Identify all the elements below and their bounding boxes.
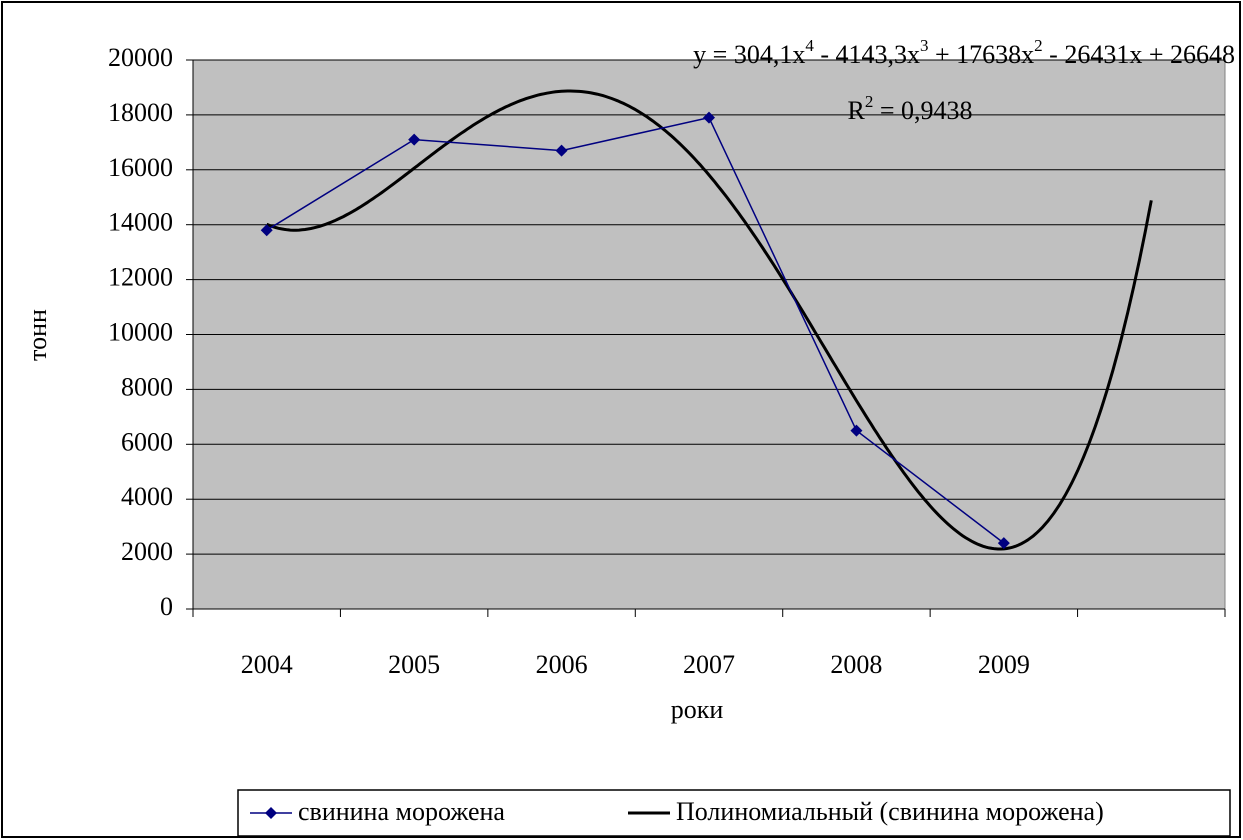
trend-equation-part: - 26431x + 26648 [1043,40,1235,69]
legend-label: свинина морожена [298,797,505,826]
data-point [703,111,715,124]
r-squared-sup: 2 [865,92,874,111]
legend-label: Полиномиальный (свинина морожена) [676,797,1104,826]
data-point [408,133,421,146]
data-point [555,144,568,157]
trend-equation-sup: 2 [1034,36,1043,55]
trend-equation: y = 304,1x4 - 4143,3x3 + 17638x2 - 26431… [693,36,1235,69]
x-axis-label: роки [671,695,724,724]
y-tick-label: 14000 [108,208,173,237]
y-axis-label: тонн [23,309,52,361]
r-squared: R2 = 0,9438 [847,92,972,125]
y-tick-label: 12000 [108,263,173,292]
data-point [260,224,273,237]
legend-box [237,789,1231,837]
r-squared-part: R [847,96,865,125]
y-tick-label: 20000 [108,43,173,72]
y-tick-label: 18000 [108,98,173,127]
x-tick-label: 2005 [388,650,440,679]
x-tick-label: 2006 [536,650,588,679]
trend-equation-sup: 3 [920,36,929,55]
y-tick-label: 8000 [121,372,173,401]
legend-marker [265,807,277,819]
y-tick-label: 10000 [108,317,173,346]
y-tick-label: 6000 [121,427,173,456]
y-tick-label: 16000 [108,153,173,182]
y-tick-label: 4000 [121,482,173,511]
data-point [850,424,863,437]
y-tick-label: 0 [160,592,173,621]
r-squared-part: = 0,9438 [873,96,972,125]
trend-equation-part: + 17638x [929,40,1035,69]
trend-equation-part: - 4143,3x [814,40,920,69]
x-tick-label: 2007 [683,650,735,679]
x-tick-label: 2004 [241,650,293,679]
trend-equation-part: y = 304,1x [693,40,805,69]
x-tick-label: 2008 [830,650,882,679]
trend-equation-sup: 4 [805,36,814,55]
data-point [997,537,1010,550]
x-tick-label: 2009 [978,650,1030,679]
y-tick-label: 2000 [121,537,173,566]
series-line [266,116,1005,544]
